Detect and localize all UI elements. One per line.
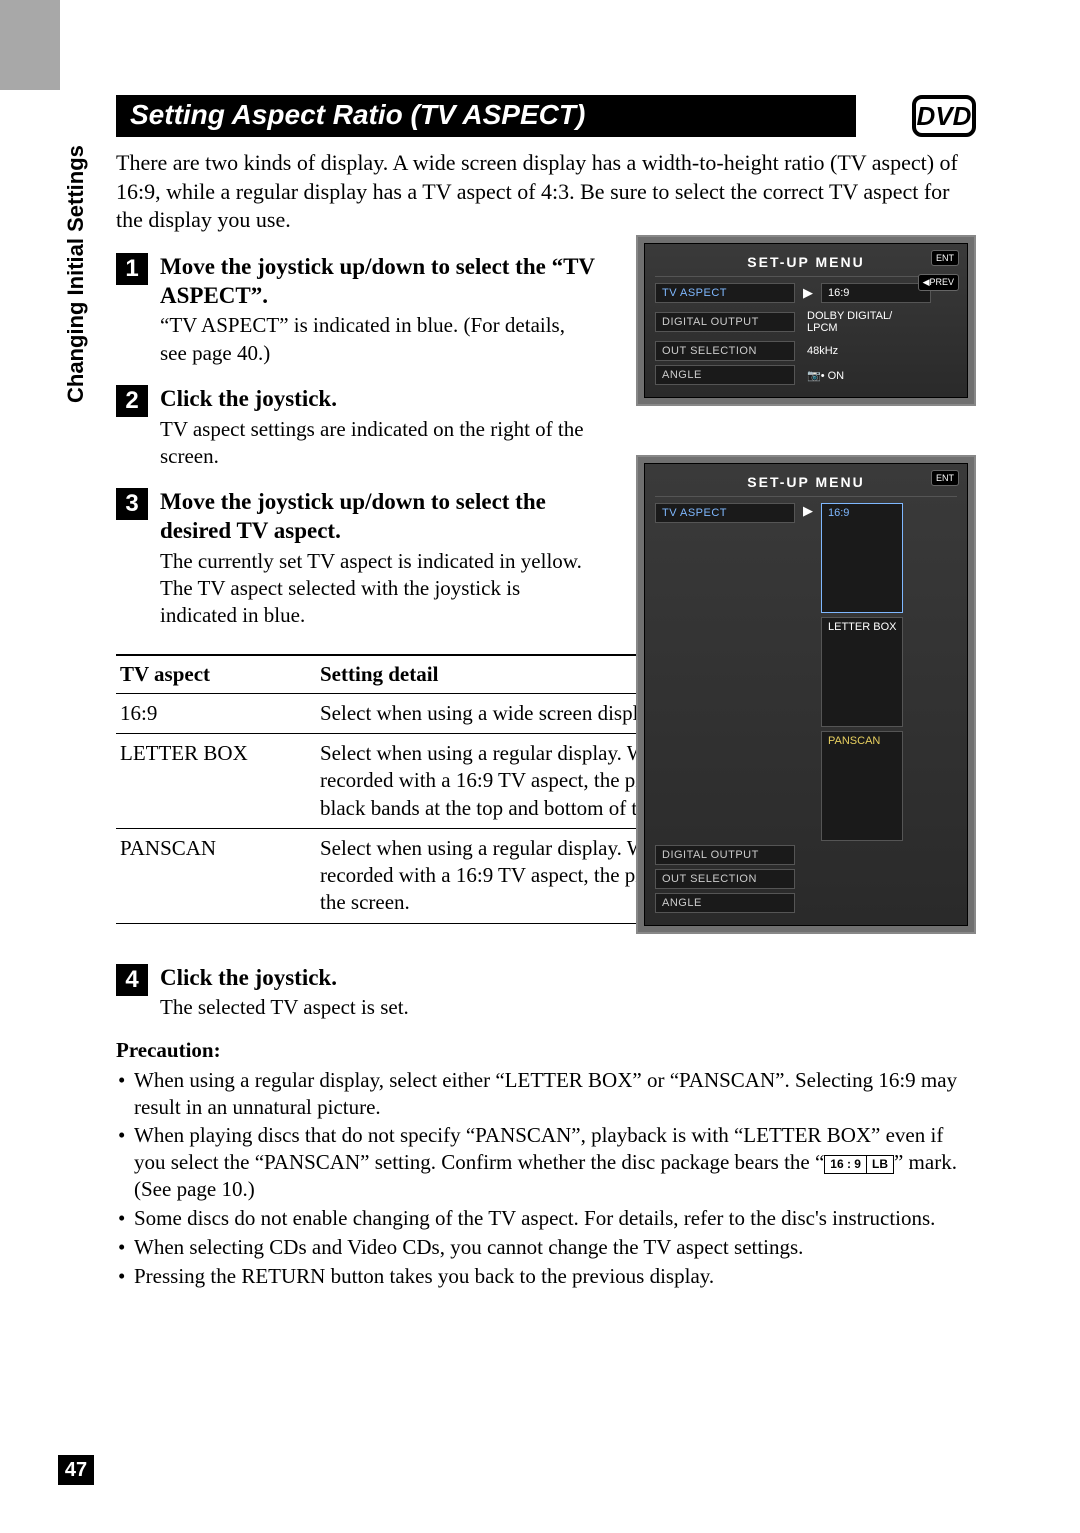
menu-key: ANGLE xyxy=(655,893,795,913)
step-3: 3 Move the joystick up/down to select th… xyxy=(116,488,596,629)
ent-button: ENT xyxy=(931,250,959,266)
cell-aspect: 16:9 xyxy=(116,693,316,733)
intro-paragraph: There are two kinds of display. A wide s… xyxy=(116,149,976,235)
precaution-item: When using a regular display, select eit… xyxy=(116,1067,976,1121)
step-description: “TV ASPECT” is indicated in blue. (For d… xyxy=(160,312,596,367)
step-number: 3 xyxy=(116,488,148,520)
step-2: 2 Click the joystick. TV aspect settings… xyxy=(116,385,596,470)
page-number: 47 xyxy=(58,1455,94,1485)
ent-button: ENT xyxy=(931,470,959,486)
menu-title: SET-UP MENU xyxy=(655,474,957,490)
menu-option: 16:9 xyxy=(821,503,903,613)
menu-option: PANSCAN xyxy=(821,731,903,841)
cell-aspect: LETTER BOX xyxy=(116,733,316,828)
menu-key: OUT SELECTION xyxy=(655,869,795,889)
menu-key: OUT SELECTION xyxy=(655,341,795,361)
page-content: Setting Aspect Ratio (TV ASPECT) DVD The… xyxy=(116,95,976,1292)
menu-key: ANGLE xyxy=(655,365,795,385)
precaution-list: When using a regular display, select eit… xyxy=(116,1067,976,1290)
menu-value: 📷• ON xyxy=(801,366,911,385)
menu-option: LETTER BOX xyxy=(821,617,903,727)
menu-row: OUT SELECTION 48kHz xyxy=(655,341,957,361)
step-title: Click the joystick. xyxy=(160,964,976,993)
menu-key: TV ASPECT xyxy=(655,283,795,303)
menu-key: DIGITAL OUTPUT xyxy=(655,312,795,332)
margin-gray-bar xyxy=(0,0,60,90)
precaution-item: Some discs do not enable changing of the… xyxy=(116,1205,976,1232)
menu-key: TV ASPECT xyxy=(655,503,795,523)
arrow-icon: ▶ xyxy=(801,285,815,301)
menu-key: DIGITAL OUTPUT xyxy=(655,845,795,865)
precaution-item: When playing discs that do not specify “… xyxy=(116,1122,976,1203)
step-title: Move the joystick up/down to select the … xyxy=(160,253,596,311)
menu-row: DIGITAL OUTPUT DOLBY DIGITAL/ LPCM xyxy=(655,307,957,337)
step-description: The currently set TV aspect is indicated… xyxy=(160,548,596,630)
precaution-item: When selecting CDs and Video CDs, you ca… xyxy=(116,1234,976,1261)
dvd-badge: DVD xyxy=(912,95,976,137)
section-side-label: Changing Initial Settings xyxy=(58,145,94,425)
th-tv-aspect: TV aspect xyxy=(116,655,316,694)
step-4: 4 Click the joystick. The selected TV as… xyxy=(116,964,976,1022)
menu-row: DIGITAL OUTPUT xyxy=(655,845,957,865)
step-number: 2 xyxy=(116,385,148,417)
step-title: Click the joystick. xyxy=(160,385,596,414)
menu-row: ANGLE 📷• ON xyxy=(655,365,957,385)
setup-menu-screenshot-1: ENT ◀PREV SET-UP MENU TV ASPECT ▶ 16:9 D… xyxy=(636,235,976,406)
menu-row: TV ASPECT ▶ 16:9 xyxy=(655,283,957,303)
step-title: Move the joystick up/down to select the … xyxy=(160,488,596,546)
aspect-mark-icon: 16 : 9LB xyxy=(824,1155,894,1174)
step-description: TV aspect settings are indicated on the … xyxy=(160,416,596,471)
step-number: 4 xyxy=(116,964,148,996)
menu-row: OUT SELECTION xyxy=(655,869,957,889)
arrow-icon: ▶ xyxy=(801,503,815,519)
step-number: 1 xyxy=(116,253,148,285)
cell-aspect: PANSCAN xyxy=(116,828,316,923)
menu-title: SET-UP MENU xyxy=(655,254,957,270)
setup-menu-screenshot-2: ENT SET-UP MENU TV ASPECT ▶ 16:9LETTER B… xyxy=(636,455,976,934)
section-title: Setting Aspect Ratio (TV ASPECT) xyxy=(116,95,856,137)
menu-value: 16:9 xyxy=(821,283,931,303)
menu-value: 48kHz xyxy=(801,342,911,360)
precaution-heading: Precaution: xyxy=(116,1038,976,1063)
step-1: 1 Move the joystick up/down to select th… xyxy=(116,253,596,367)
step-description: The selected TV aspect is set. xyxy=(160,994,976,1021)
menu-value: DOLBY DIGITAL/ LPCM xyxy=(801,307,911,337)
precaution-item: Pressing the RETURN button takes you bac… xyxy=(116,1263,976,1290)
prev-button: ◀PREV xyxy=(918,274,959,291)
menu-row: ANGLE xyxy=(655,893,957,913)
menu-row: TV ASPECT ▶ 16:9LETTER BOXPANSCAN xyxy=(655,503,957,841)
